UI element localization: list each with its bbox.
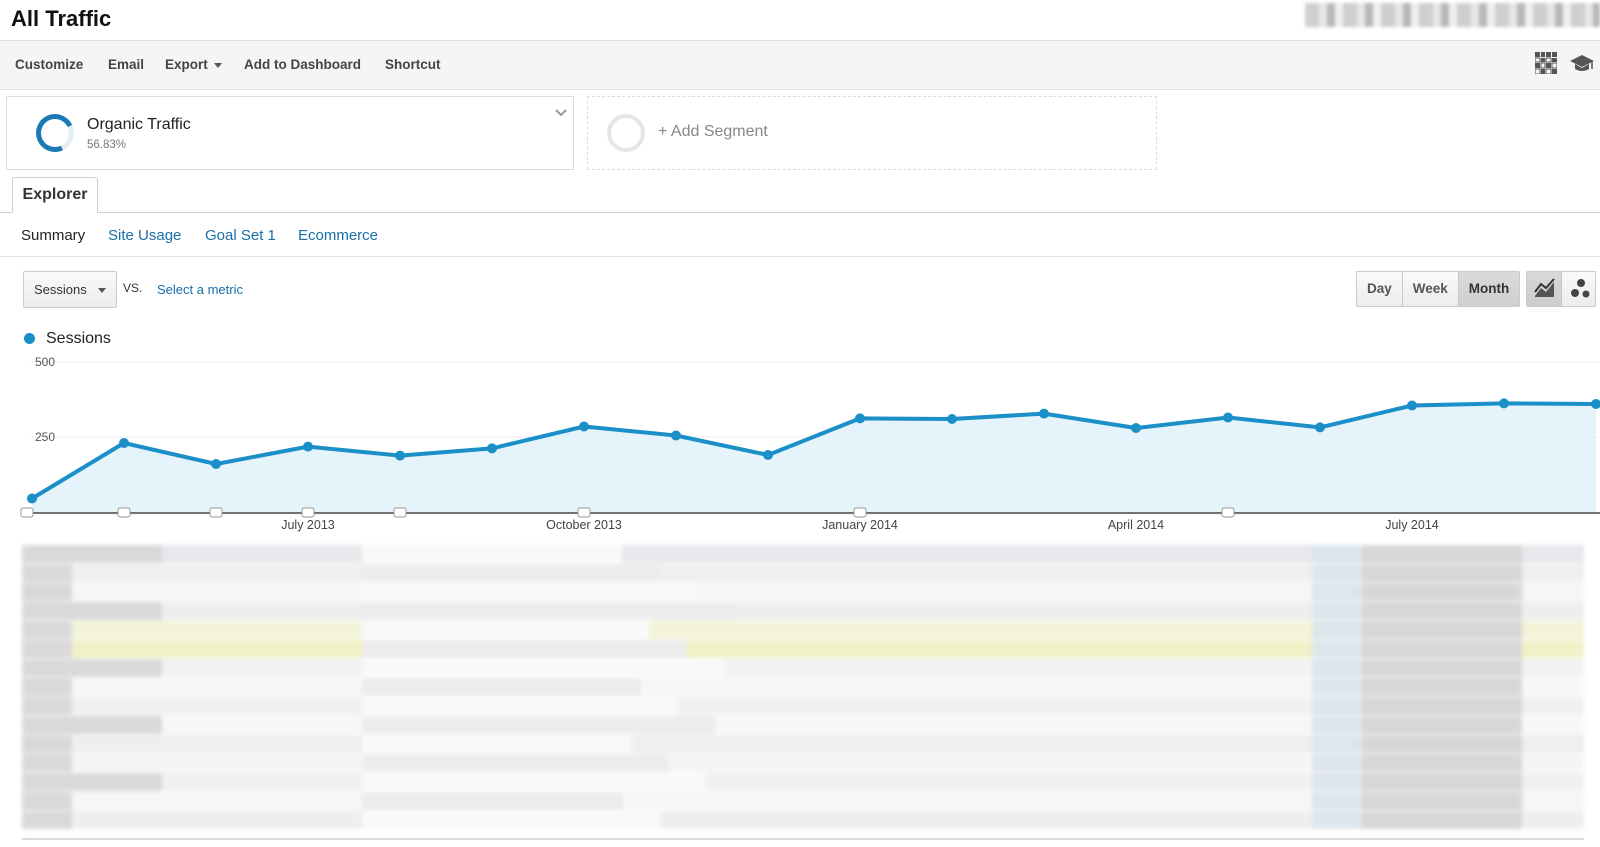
page-title: All Traffic (11, 6, 112, 31)
y-tick-label: 250 (35, 430, 55, 444)
data-point (487, 443, 497, 454)
table-bottom-border (22, 838, 1584, 840)
chart-view-buttons (1526, 271, 1596, 307)
line-chart-glyph (1534, 278, 1555, 297)
subtab-ecommerce[interactable]: Ecommerce (298, 227, 379, 244)
add-segment-button[interactable]: + Add Segment (587, 96, 1157, 170)
day-button[interactable]: Day (1357, 272, 1403, 306)
table-row (22, 640, 1584, 658)
data-point (1039, 408, 1049, 419)
data-point (211, 459, 221, 469)
week-button[interactable]: Week (1402, 272, 1459, 306)
add-segment-label: + Add Segment (658, 123, 768, 140)
motion-chart-icon[interactable] (1562, 272, 1595, 306)
annotation-marker (117, 507, 131, 518)
table-row (22, 583, 1584, 601)
x-tick-label: July 2013 (281, 518, 335, 532)
month-button[interactable]: Month (1458, 272, 1520, 306)
data-point (1499, 398, 1509, 409)
legend-dot (24, 333, 35, 344)
segment-organic-traffic[interactable]: Organic Traffic 56.83% (6, 96, 574, 170)
annotation-marker (577, 507, 591, 518)
graduation-cap-icon[interactable] (1570, 54, 1594, 72)
data-point (763, 450, 773, 460)
motion-chart-glyph (1571, 279, 1590, 298)
annotation-marker (1221, 507, 1235, 518)
data-point (1315, 422, 1325, 433)
vs-label: VS. (123, 281, 143, 295)
data-point (1407, 400, 1417, 411)
subtab-goal-set-1[interactable]: Goal Set 1 (205, 227, 276, 244)
table-row (22, 697, 1584, 715)
email-button[interactable]: Email (108, 57, 145, 72)
select-metric-link[interactable]: Select a metric (157, 282, 243, 297)
data-point (303, 441, 313, 452)
segment-percent: 56.83% (87, 139, 127, 151)
table-row (22, 545, 1584, 563)
data-point (119, 438, 129, 448)
segment-name: Organic Traffic (87, 116, 191, 133)
export-label: Export (165, 57, 208, 72)
annotation-marker (393, 507, 407, 518)
table-row (22, 811, 1584, 829)
chevron-down-icon (98, 288, 106, 293)
x-tick-label: October 2013 (546, 518, 622, 532)
table-row (22, 564, 1584, 582)
y-tick-label: 500 (35, 355, 55, 369)
data-point (855, 413, 865, 424)
segment-donut-icon (30, 108, 80, 158)
metric-dropdown[interactable]: Sessions (23, 271, 117, 308)
data-point (1223, 412, 1233, 423)
metric-dropdown-value: Sessions (34, 282, 87, 297)
annotation-marker (20, 507, 34, 518)
x-tick-label: July 2014 (1385, 518, 1439, 532)
page-header: All Traffic (0, 0, 1600, 40)
table-row (22, 773, 1584, 791)
subtab-site-usage[interactable]: Site Usage (108, 227, 182, 244)
table-row (22, 716, 1584, 734)
tab-divider (0, 212, 1600, 213)
series-line (30, 401, 1597, 501)
chevron-down-icon[interactable] (555, 107, 567, 119)
table-row (22, 678, 1584, 696)
x-tick-label: January 2014 (822, 518, 898, 532)
add-segment-ring-icon (607, 114, 645, 152)
data-point (579, 421, 589, 432)
data-point (1131, 423, 1141, 433)
shortcut-button[interactable]: Shortcut (385, 57, 441, 72)
subtab-divider (0, 256, 1600, 257)
data-table (22, 545, 1584, 835)
line-chart-icon[interactable] (1527, 272, 1562, 306)
annotation-marker (853, 507, 867, 518)
data-point (947, 414, 957, 424)
data-point (671, 430, 681, 441)
data-point (27, 493, 37, 504)
data-point (1591, 399, 1600, 409)
add-to-dashboard-button[interactable]: Add to Dashboard (244, 57, 361, 72)
table-row (22, 659, 1584, 677)
series-area (32, 403, 1596, 512)
date-range-picker[interactable] (1305, 3, 1600, 27)
table-row (22, 621, 1584, 639)
table-row (22, 792, 1584, 810)
tab-explorer[interactable]: Explorer (12, 177, 98, 213)
table-row (22, 602, 1584, 620)
table-row (22, 754, 1584, 772)
legend-label: Sessions (46, 330, 111, 347)
x-tick-label: April 2014 (1108, 518, 1164, 532)
table-row (22, 735, 1584, 753)
report-toolbar: Customize Email Export Add to Dashboard … (0, 40, 1600, 90)
subtab-summary[interactable]: Summary (21, 227, 86, 244)
chevron-down-icon (213, 62, 222, 68)
export-button[interactable]: Export (165, 57, 222, 72)
annotation-marker (209, 507, 223, 518)
sessions-chart: 500 250 July 2013 October 2013 January 2014 A… (20, 355, 1600, 532)
data-point (395, 450, 405, 461)
annotation-marker (301, 507, 315, 518)
granularity-buttons: Day Week Month (1356, 271, 1521, 307)
grid-icon[interactable] (1535, 52, 1557, 74)
customize-button[interactable]: Customize (15, 57, 84, 72)
